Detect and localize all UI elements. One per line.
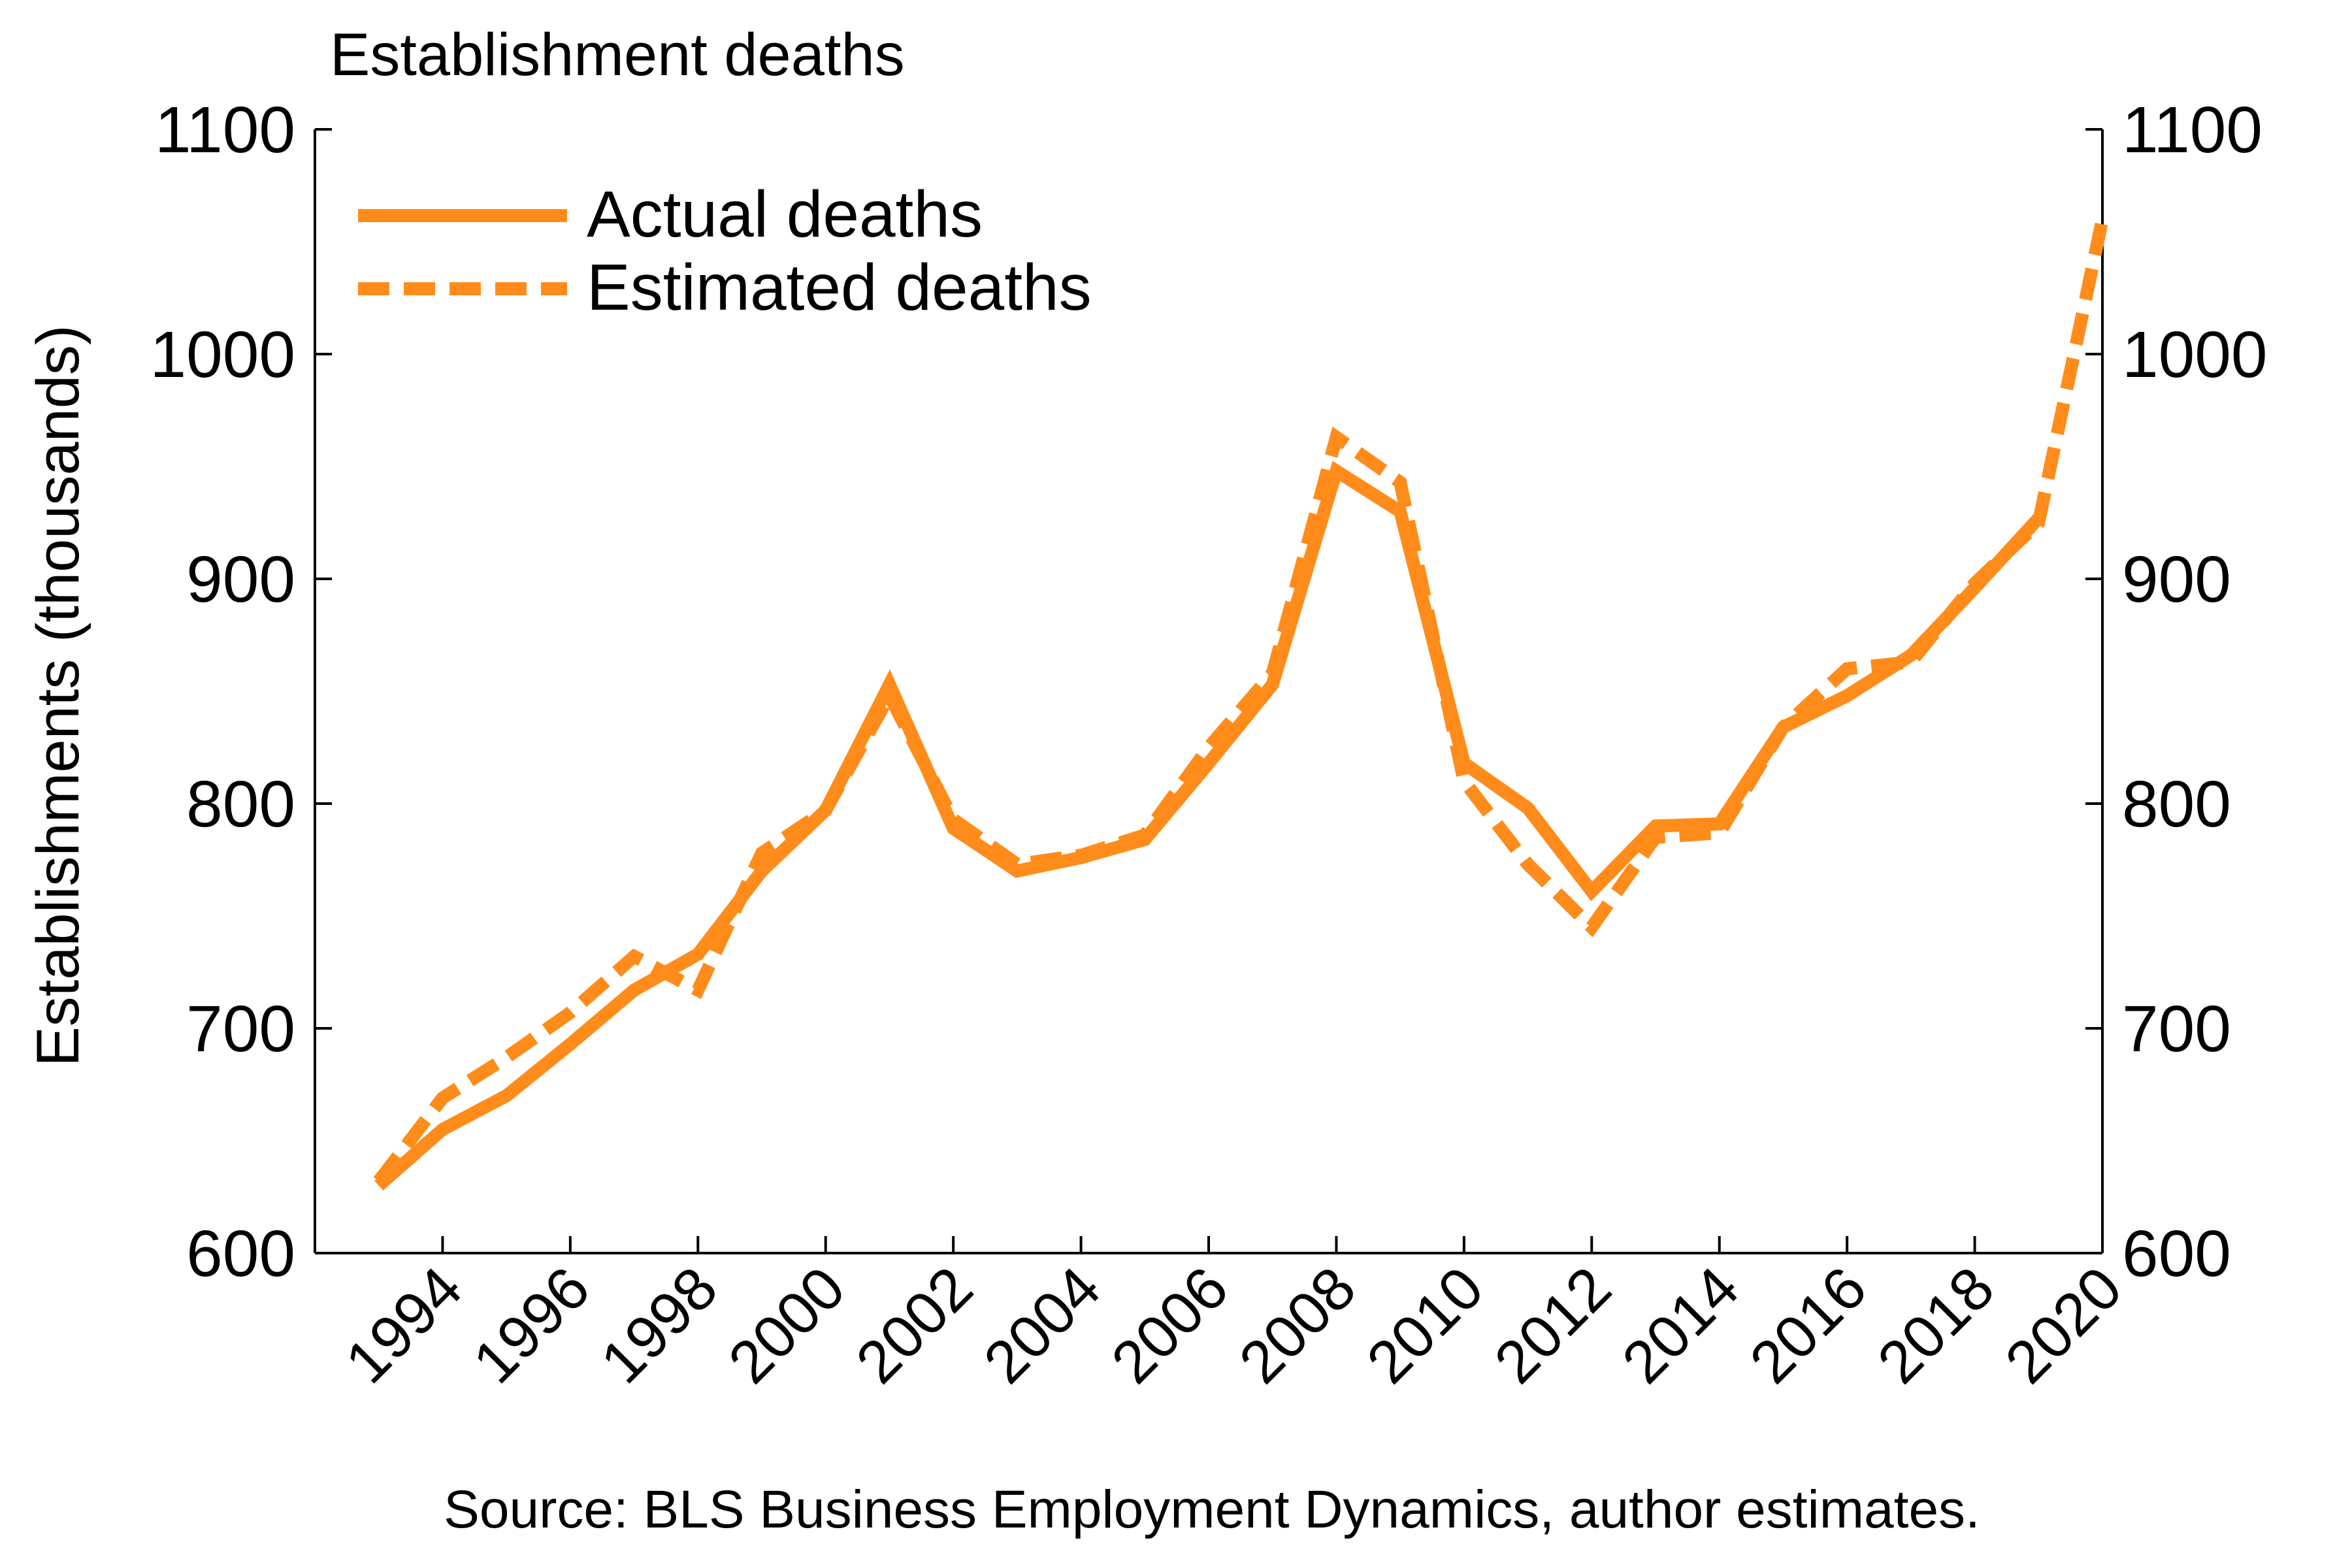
x-tick-label: 2004 (972, 1254, 1113, 1396)
y-tick-label-left: 1000 (150, 318, 295, 391)
chart-title: Establishment deaths (330, 22, 905, 88)
series-line-estimated (373, 218, 2109, 1185)
y-tick-label-right: 800 (2122, 768, 2231, 841)
x-tick-label: 2012 (1482, 1254, 1624, 1396)
series-line-actual (374, 461, 2044, 1191)
legend-label-estimated: Estimated deaths (587, 251, 1092, 324)
legend: Actual deaths Estimated deaths (358, 178, 1092, 324)
right-y-ticks: 600 700 800 900 1000 1100 (2085, 93, 2267, 1290)
source-note: Source: BLS Business Employment Dynamics… (444, 1480, 1980, 1539)
y-tick-label-left: 1100 (155, 93, 295, 167)
x-ticks: 1994199619982000200220042006200820102012… (333, 1236, 2134, 1396)
plot-axes (314, 129, 2104, 1254)
x-tick-label: 2008 (1227, 1254, 1369, 1396)
x-tick-label: 2014 (1610, 1254, 1752, 1396)
y-tick-label-right: 900 (2122, 543, 2231, 616)
legend-label-actual: Actual deaths (587, 178, 983, 251)
x-tick-label: 2006 (1099, 1254, 1241, 1396)
left-y-ticks: 600 700 800 900 1000 1100 (150, 93, 332, 1290)
x-tick-label: 2002 (843, 1254, 985, 1396)
y-tick-label-right: 700 (2122, 992, 2231, 1066)
y-tick-label-right: 1000 (2122, 318, 2267, 391)
y-axis-label: Establishments (thousands) (25, 325, 91, 1066)
y-tick-label-left: 900 (186, 543, 295, 616)
x-tick-label: 1996 (461, 1254, 602, 1396)
x-tick-label: 2000 (716, 1254, 858, 1396)
x-tick-label: 2020 (1993, 1254, 2134, 1396)
x-tick-label: 2016 (1737, 1254, 1879, 1396)
x-tick-label: 2010 (1354, 1254, 1496, 1396)
x-tick-label: 2018 (1865, 1254, 2007, 1396)
y-tick-label-left: 600 (186, 1217, 295, 1290)
y-tick-label-left: 700 (186, 992, 295, 1066)
x-tick-label: 1994 (333, 1254, 475, 1396)
x-tick-label: 1998 (589, 1254, 730, 1396)
y-tick-label-left: 800 (186, 768, 295, 841)
series-lines (373, 218, 2109, 1191)
y-tick-label-right: 600 (2122, 1217, 2231, 1290)
y-tick-label-right: 1100 (2122, 93, 2262, 167)
